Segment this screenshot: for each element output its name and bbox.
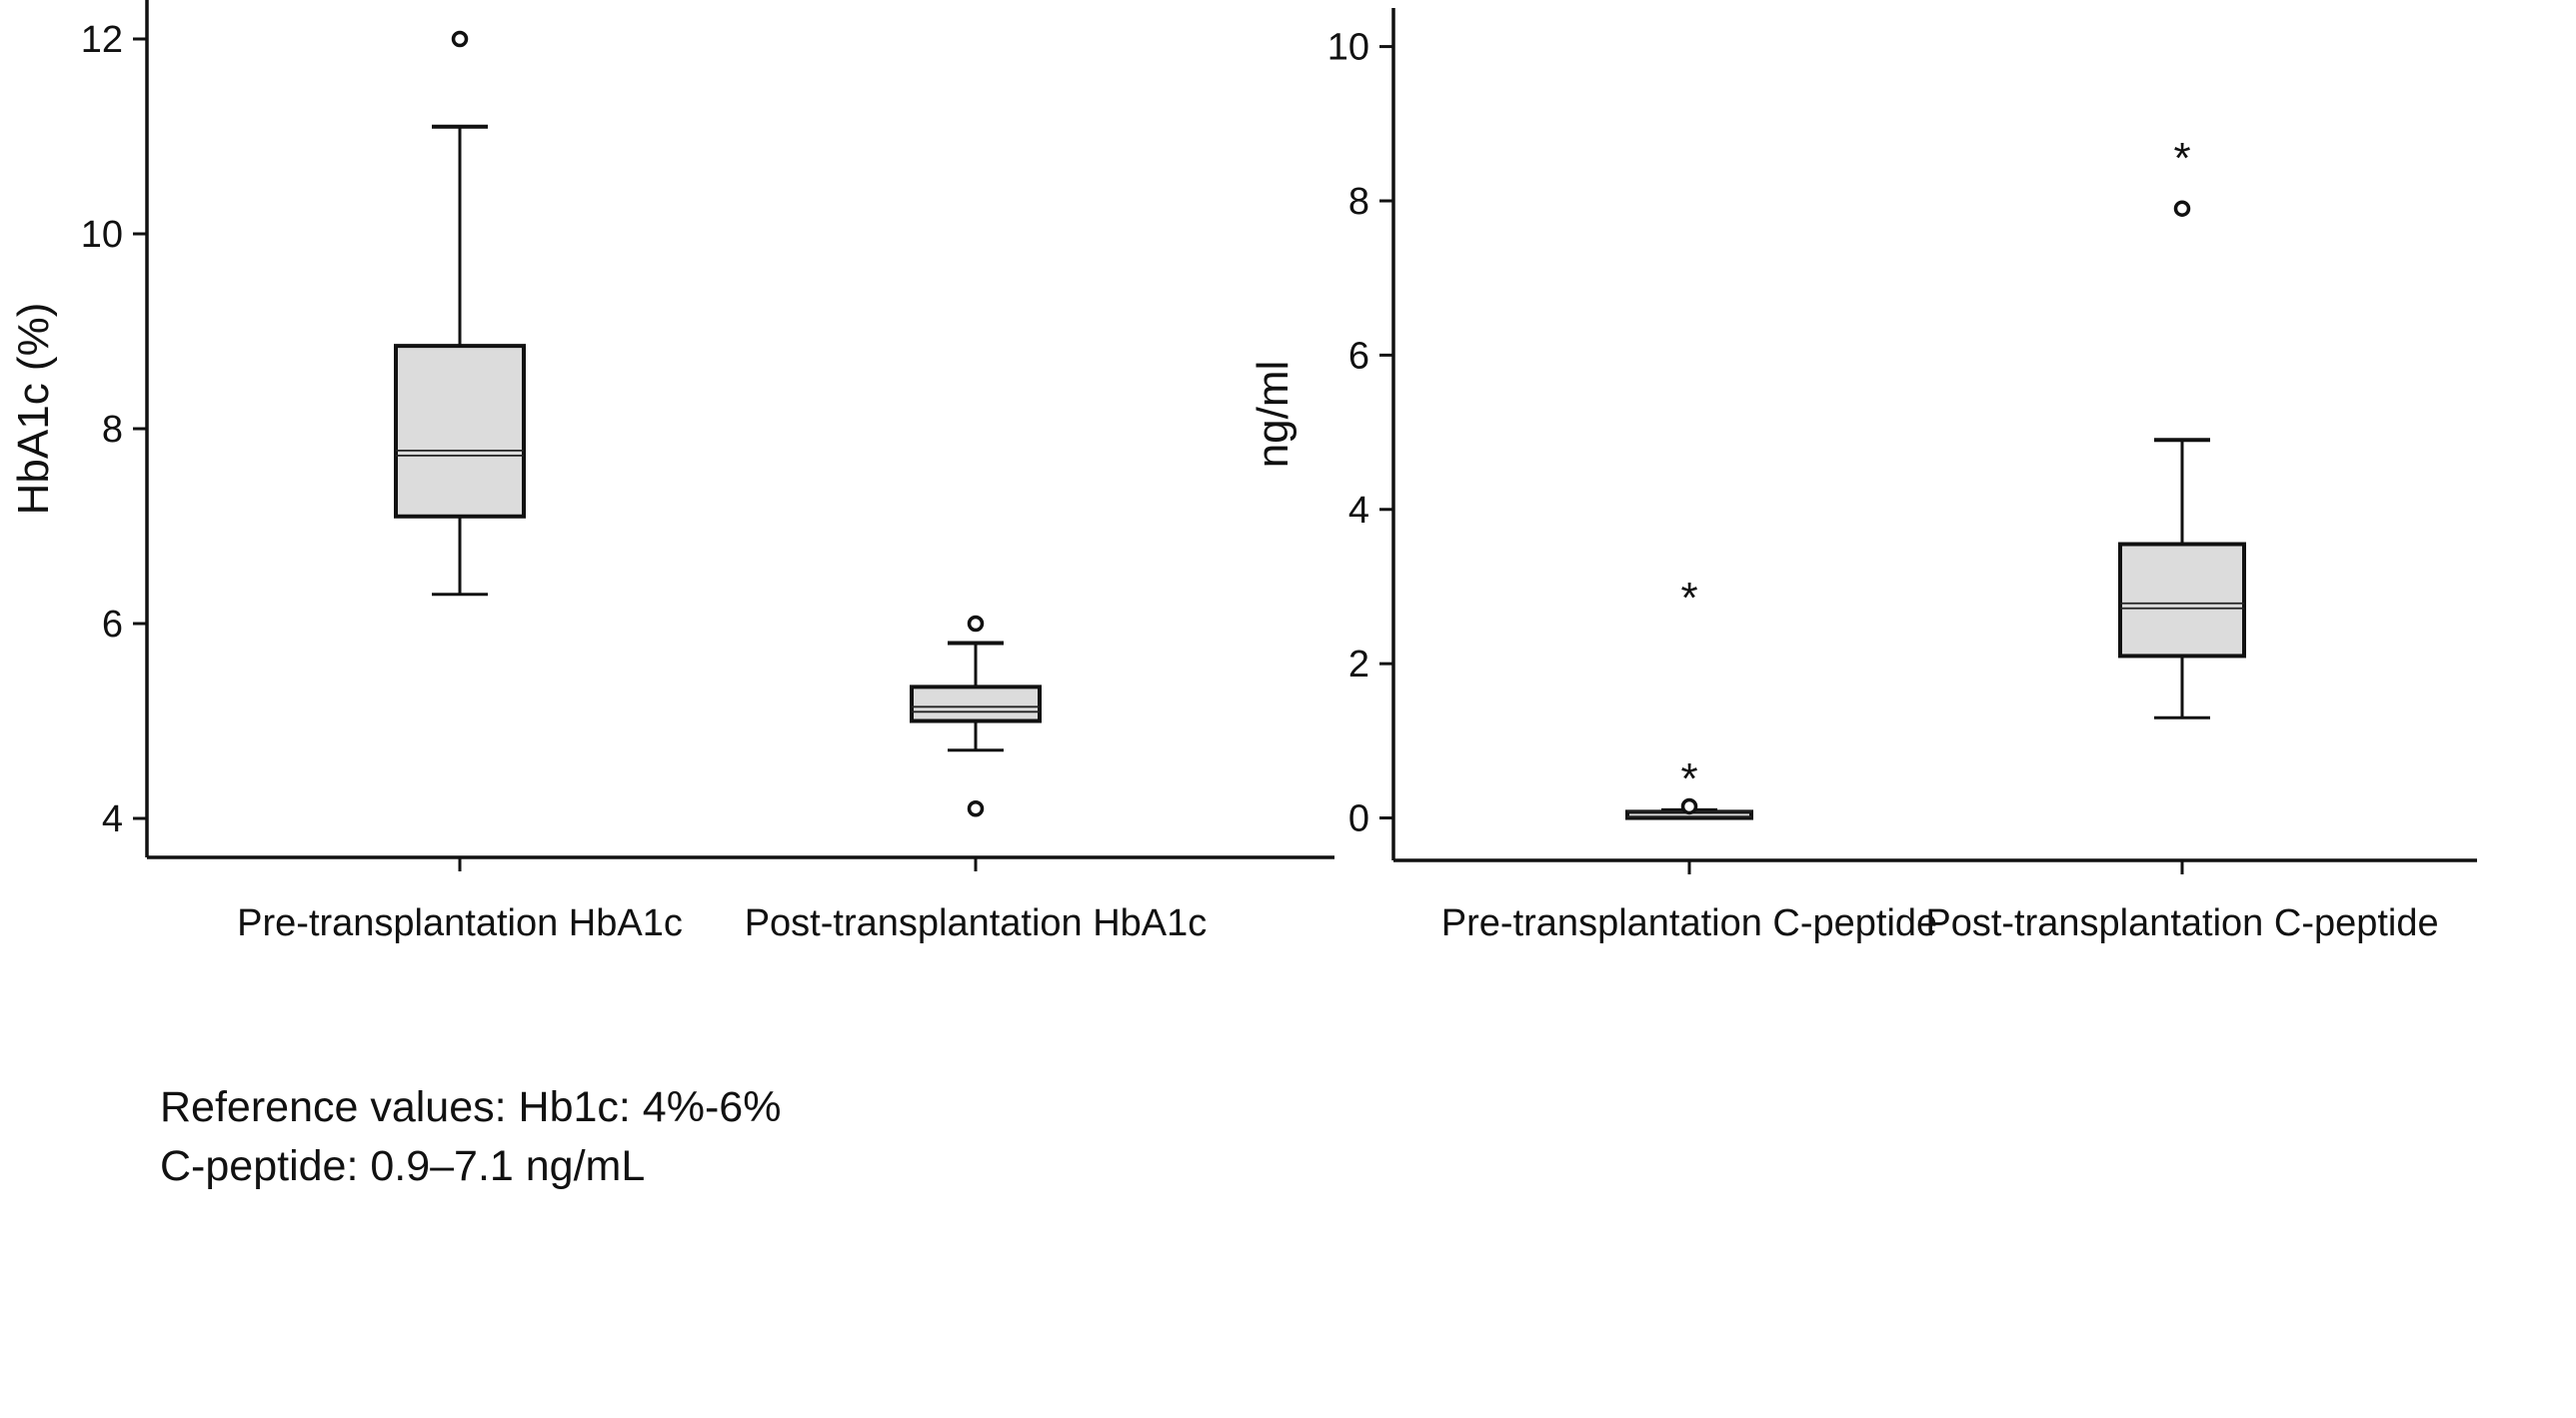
outlier-circle [967, 615, 985, 633]
outlier-circle [2173, 200, 2191, 217]
y-axis-label: HbA1c (%) [9, 303, 58, 516]
y-tick-label: 4 [1348, 490, 1369, 532]
c-peptide-reference-line: C-peptide: 0.9–7.1 ng/mL [160, 1142, 646, 1190]
box-iqr [2118, 542, 2246, 659]
y-tick-label: 4 [102, 798, 123, 840]
y-tick-label: 6 [102, 604, 123, 646]
box-iqr [394, 344, 526, 519]
category-label: Pre-transplantation HbA1c [237, 902, 683, 944]
outlier-asterisk: * [1680, 754, 1697, 803]
c-peptide-chart: 0 2 4 6 8 10 ng/ml Pre-transplantation C-peptid… [1249, 8, 2477, 944]
reference-values-line: Reference values: Hb1c: 4%-6% [160, 1083, 782, 1131]
y-axis-label: ng/ml [1249, 361, 1297, 469]
y-tick-label: 6 [1348, 335, 1369, 377]
hba1c-chart: 4 6 8 10 12 HbA1c (%) Pre-transplantation HbA1… [9, 0, 1334, 944]
outlier-circle [1680, 797, 1698, 815]
category-label: Pre-transplantation C-peptide [1441, 902, 1937, 944]
category-label: Post-transplantation HbA1c [745, 902, 1208, 944]
outlier-asterisk: * [2173, 134, 2190, 183]
y-tick-label: 10 [81, 214, 123, 256]
y-tick-label: 10 [1327, 27, 1369, 69]
outlier-circle [451, 30, 469, 48]
y-tick-label: 8 [1348, 181, 1369, 223]
outlier-asterisk: * [1680, 574, 1697, 623]
box-iqr [910, 685, 1042, 723]
category-label: Post-transplantation C-peptide [1925, 902, 2438, 944]
y-tick-label: 12 [81, 19, 123, 61]
y-tick-label: 8 [102, 409, 123, 451]
y-tick-label: 0 [1348, 798, 1369, 840]
y-tick-label: 2 [1348, 644, 1369, 686]
outlier-circle [967, 800, 985, 817]
